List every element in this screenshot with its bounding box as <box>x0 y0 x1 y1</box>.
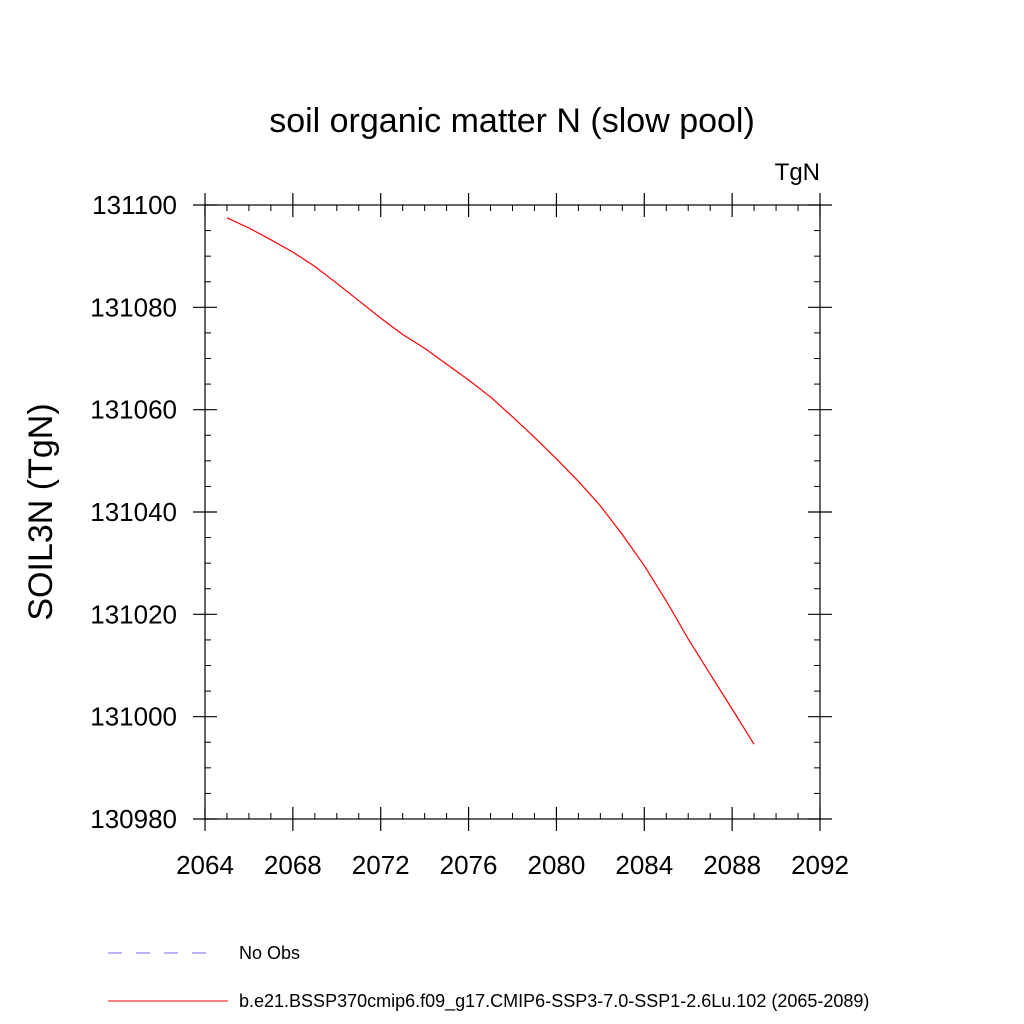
x-tick-label: 2072 <box>352 850 410 880</box>
y-tick-label: 131060 <box>90 395 177 425</box>
x-tick-label: 2092 <box>791 850 849 880</box>
y-tick-label: 130980 <box>90 804 177 834</box>
y-tick-label: 131100 <box>92 190 177 220</box>
plot-frame <box>204 204 821 820</box>
chart-title: soil organic matter N (slow pool) <box>269 102 755 140</box>
y-axis-label: SOIL3N (TgN) <box>22 403 60 620</box>
x-tick-label: 2068 <box>264 850 322 880</box>
legend-label-no-obs: No Obs <box>239 943 300 963</box>
x-tick-label: 2084 <box>615 850 673 880</box>
units-label: TgN <box>775 159 820 186</box>
series-group <box>226 217 755 745</box>
x-tick-label: 2064 <box>176 850 234 880</box>
plot-axes: 2064 2068 2072 2076 2080 2084 2088 2092 130980 13… <box>90 190 849 880</box>
legend: No Obs b.e21.BSSP370cmip6.f09_g17.CMIP6-… <box>108 943 869 1012</box>
y-tick-label: 131080 <box>90 292 177 322</box>
series-line-model-run <box>226 217 755 745</box>
x-tick-label: 2080 <box>528 850 586 880</box>
x-tick-label: 2088 <box>703 850 761 880</box>
y-tick-label: 131000 <box>90 702 177 732</box>
x-tick-label: 2076 <box>440 850 498 880</box>
legend-label-model-run: b.e21.BSSP370cmip6.f09_g17.CMIP6-SSP3-7.… <box>239 991 869 1012</box>
y-tick-label: 131020 <box>90 599 177 629</box>
y-tick-label: 131040 <box>90 497 177 527</box>
